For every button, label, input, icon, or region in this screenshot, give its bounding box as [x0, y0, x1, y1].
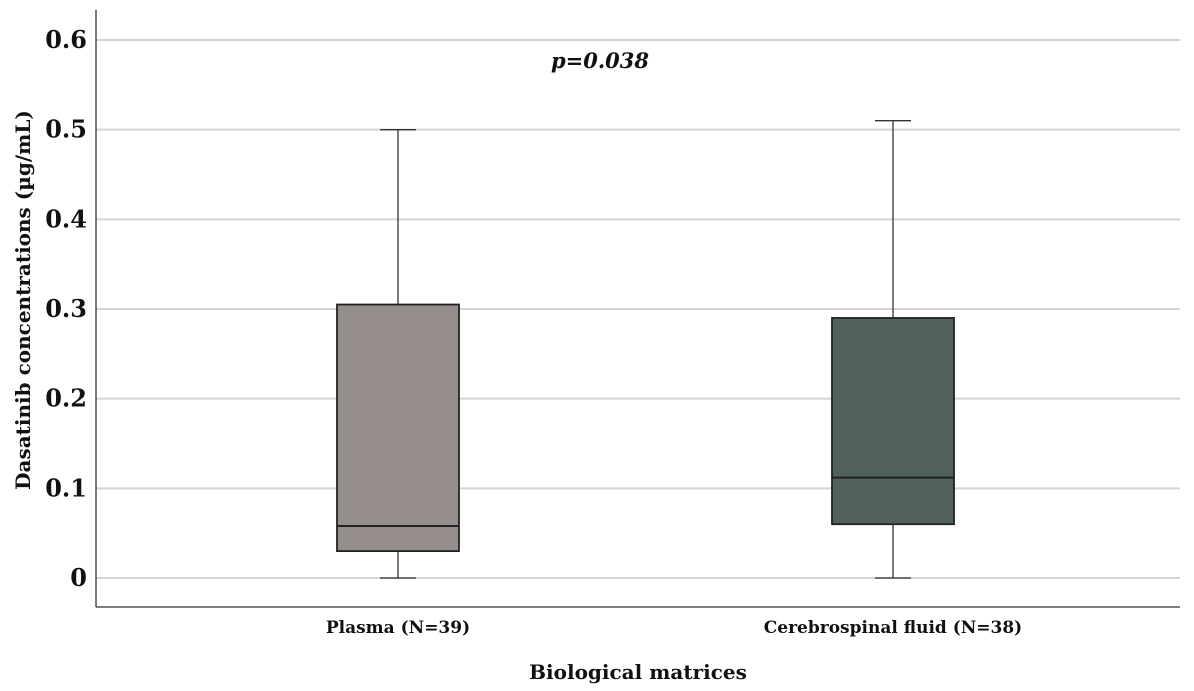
y-axis-title: Dasatinib concentrations (µg/mL)	[11, 110, 35, 490]
y-tick-label-2: 0.2	[45, 384, 87, 413]
box-group-0	[336, 129, 460, 579]
iqr-box	[831, 317, 955, 526]
y-tick-label-4: 0.4	[45, 204, 87, 233]
y-tick-label-6: 0.6	[45, 25, 87, 54]
x-category-label-1: Cerebrospinal fluid (N=38)	[764, 618, 1022, 638]
y-tick-label-3: 0.3	[45, 294, 87, 323]
y-tick-label-5: 0.5	[45, 115, 87, 144]
box-group-1	[831, 120, 955, 579]
y-tick-label-0: 0	[70, 563, 87, 592]
x-axis-title: Biological matrices	[529, 660, 747, 684]
box-series	[336, 120, 955, 579]
p-value-annotation: p=0.038	[551, 48, 649, 73]
x-category-labels: Plasma (N=39) Cerebrospinal fluid (N=38)	[326, 618, 1022, 638]
y-tick-labels: 0 0.1 0.2 0.3 0.4 0.5 0.6	[45, 25, 87, 592]
y-tick-label-1: 0.1	[45, 473, 87, 502]
iqr-box	[336, 303, 460, 552]
grid-lines	[96, 39, 1180, 579]
axes	[95, 10, 1180, 608]
x-category-label-0: Plasma (N=39)	[326, 618, 470, 638]
